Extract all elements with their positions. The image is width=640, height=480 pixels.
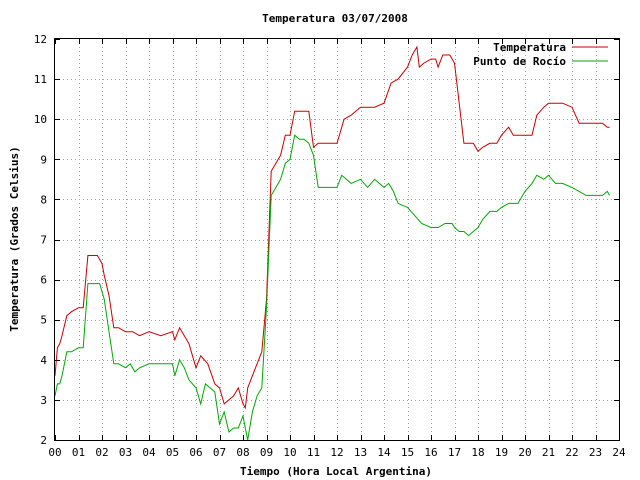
x-tick-label: 13 — [354, 446, 367, 459]
x-tick-label: 24 — [612, 446, 626, 459]
x-tick-label: 18 — [471, 446, 484, 459]
y-tick-label: 12 — [34, 33, 47, 46]
series-layer — [54, 45, 611, 441]
chart-title: Temperatura 03/07/2008 — [262, 12, 408, 25]
legend-label: Punto de Rocío — [473, 55, 566, 68]
y-tick-label: 11 — [34, 73, 47, 86]
y-tick-label: 8 — [40, 193, 47, 206]
y-tick-label: 10 — [34, 113, 47, 126]
grid — [55, 39, 619, 440]
x-tick-label: 12 — [330, 446, 343, 459]
x-tick-label: 11 — [307, 446, 320, 459]
y-tick-labels: 2 3 4 5 6 7 8 9 10 11 12 — [34, 33, 48, 447]
x-tick-label: 00 — [48, 446, 61, 459]
x-tick-label: 09 — [260, 446, 273, 459]
series-line-temperatura — [54, 45, 610, 410]
x-axis-label: Tiempo (Hora Local Argentina) — [240, 465, 432, 478]
y-tick-label: 7 — [40, 234, 47, 247]
x-tick-label: 05 — [166, 446, 179, 459]
x-tick-label: 21 — [542, 446, 555, 459]
x-tick-label: 06 — [189, 446, 202, 459]
y-tick-label: 9 — [40, 153, 47, 166]
x-tick-label: 16 — [424, 446, 437, 459]
y-tick-label: 3 — [40, 394, 47, 407]
x-tick-label: 22 — [565, 446, 578, 459]
x-tick-label: 23 — [589, 446, 602, 459]
x-tick-label: 20 — [518, 446, 531, 459]
series-line-punto-de-rocio — [54, 134, 611, 441]
x-tick-label: 15 — [401, 446, 414, 459]
x-tick-label: 14 — [377, 446, 391, 459]
x-tick-label: 04 — [142, 446, 156, 459]
axis-ticks — [55, 39, 620, 441]
x-tick-label: 02 — [95, 446, 108, 459]
x-tick-label: 03 — [119, 446, 132, 459]
x-tick-label: 17 — [448, 446, 461, 459]
y-tick-label: 2 — [40, 434, 47, 447]
x-tick-label: 07 — [213, 446, 226, 459]
x-tick-labels: 00 01 02 03 04 05 06 07 08 09 10 11 12 13 14 15 16 17 18 19… — [48, 446, 626, 459]
x-tick-label: 19 — [495, 446, 508, 459]
plot-frame — [54, 38, 620, 441]
x-tick-label: 08 — [236, 446, 249, 459]
y-axis-label: Temperatura (Grados Celsius) — [8, 146, 21, 331]
legend-label: Temperatura — [493, 41, 566, 54]
x-tick-label: 10 — [283, 446, 296, 459]
y-tick-label: 6 — [40, 274, 47, 287]
y-tick-label: 4 — [40, 354, 47, 367]
y-tick-label: 5 — [40, 314, 47, 327]
x-tick-label: 01 — [72, 446, 85, 459]
